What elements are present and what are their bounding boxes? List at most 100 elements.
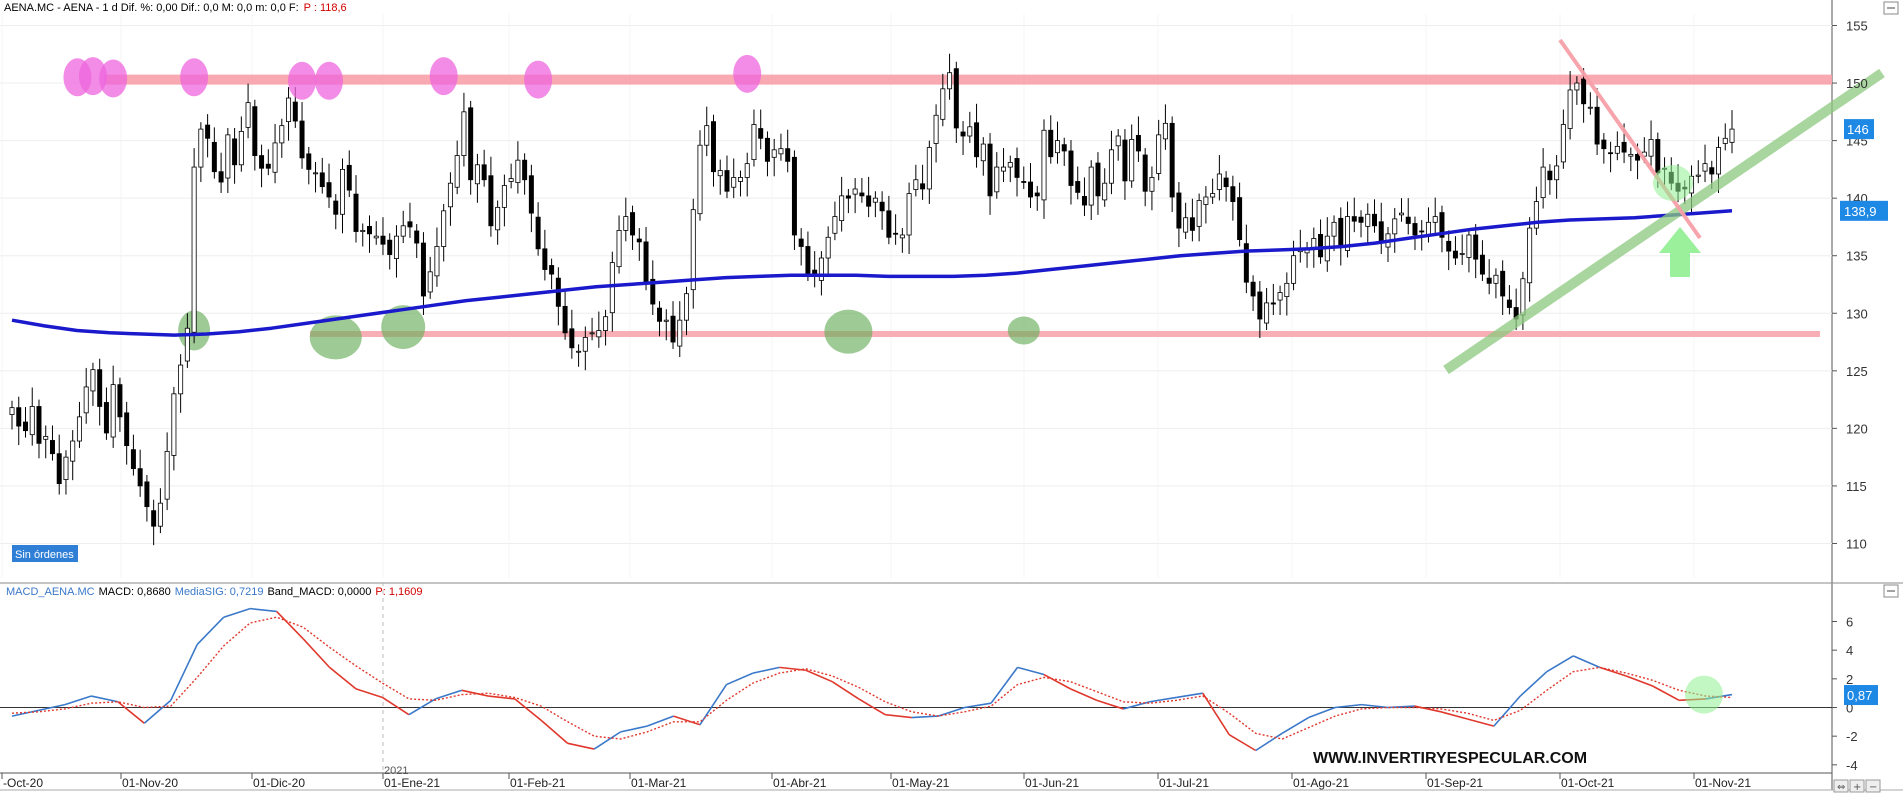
candle bbox=[1648, 120, 1654, 168]
candle-body bbox=[1635, 154, 1641, 161]
candle-body bbox=[670, 315, 676, 343]
candle bbox=[76, 401, 82, 448]
candle bbox=[1432, 197, 1438, 234]
candle bbox=[1351, 197, 1357, 233]
candle-body bbox=[1533, 201, 1539, 229]
candle-body bbox=[805, 246, 811, 275]
macd-segment bbox=[726, 672, 754, 686]
macd-segment bbox=[885, 713, 912, 719]
moving-average-layer bbox=[11, 209, 1733, 337]
candle-body bbox=[306, 153, 312, 170]
candle-body bbox=[1722, 137, 1728, 144]
candle-body bbox=[1028, 181, 1034, 198]
candle-body bbox=[704, 125, 710, 146]
candle-body bbox=[1162, 122, 1168, 140]
candle bbox=[980, 137, 986, 176]
candle-body bbox=[1506, 299, 1512, 308]
candle bbox=[1223, 171, 1229, 202]
candle bbox=[441, 203, 447, 262]
candle-body bbox=[1088, 166, 1094, 206]
candle bbox=[313, 161, 319, 193]
candle-body bbox=[1587, 106, 1593, 109]
candle bbox=[1479, 240, 1485, 282]
candle bbox=[967, 111, 973, 143]
candle bbox=[393, 225, 399, 278]
candle-body bbox=[1621, 141, 1627, 153]
candle bbox=[1614, 131, 1620, 161]
macd-segment bbox=[779, 666, 806, 672]
scroll-controls[interactable]: ⇔ + − bbox=[1833, 779, 1881, 793]
candle-body bbox=[29, 406, 35, 436]
candle bbox=[623, 197, 629, 242]
candle bbox=[468, 100, 474, 195]
candle bbox=[616, 215, 622, 274]
candle-body bbox=[1291, 255, 1297, 284]
candle-body bbox=[22, 421, 28, 432]
candle-body bbox=[1729, 128, 1735, 143]
date-tick-label: 01-Ago-21 bbox=[1293, 776, 1349, 790]
candle-body bbox=[764, 137, 770, 162]
top-touch-marker bbox=[429, 57, 458, 96]
candle bbox=[171, 386, 177, 471]
candle bbox=[670, 301, 676, 349]
orders-badge[interactable] bbox=[12, 545, 78, 562]
candle-body bbox=[468, 107, 474, 181]
candle-body bbox=[886, 210, 892, 238]
price-tick-label: 120 bbox=[1846, 421, 1868, 436]
candle bbox=[825, 226, 831, 278]
candle bbox=[306, 146, 312, 185]
candle bbox=[1398, 198, 1404, 222]
candle bbox=[960, 121, 966, 155]
candle-body bbox=[70, 440, 76, 462]
candle-body bbox=[380, 235, 386, 245]
candle-body bbox=[535, 216, 541, 250]
candle bbox=[899, 228, 905, 253]
candle bbox=[1257, 281, 1263, 339]
candle-body bbox=[1264, 302, 1270, 324]
candle-body bbox=[1446, 240, 1452, 252]
last-price-tag bbox=[1844, 119, 1874, 140]
candle-body bbox=[1237, 197, 1243, 240]
candle bbox=[110, 365, 116, 448]
candle bbox=[1722, 123, 1728, 151]
candle bbox=[609, 251, 615, 332]
candle bbox=[272, 123, 278, 184]
candle-body bbox=[414, 230, 420, 244]
macd-segment bbox=[488, 695, 515, 700]
candle-body bbox=[663, 319, 669, 322]
price-tick-label: 155 bbox=[1846, 19, 1868, 34]
candle-body bbox=[1479, 254, 1485, 275]
chart-header: AENA.MC - AENA - 1 d Dif. %: 0,00 Dif.: … bbox=[4, 2, 347, 14]
candle bbox=[380, 217, 386, 256]
macd-segment bbox=[805, 669, 833, 683]
candle bbox=[218, 152, 224, 193]
candle-body bbox=[1230, 186, 1236, 203]
candle-body bbox=[589, 332, 595, 335]
candle bbox=[987, 133, 993, 215]
candle bbox=[1284, 272, 1290, 316]
candle bbox=[117, 377, 123, 432]
macd-segment bbox=[382, 696, 410, 716]
candle-body bbox=[1702, 163, 1708, 172]
macd-segment bbox=[302, 638, 331, 668]
candle-body bbox=[1560, 124, 1566, 163]
candle bbox=[1081, 177, 1087, 217]
candle-body bbox=[43, 436, 49, 440]
candle bbox=[926, 140, 932, 204]
macd-segment bbox=[355, 688, 383, 699]
macd-segment bbox=[1123, 700, 1151, 710]
candle bbox=[340, 158, 346, 234]
candle bbox=[252, 99, 258, 171]
candle-body bbox=[360, 229, 366, 232]
candle bbox=[164, 432, 170, 511]
candle bbox=[1216, 155, 1222, 201]
macd-segment bbox=[858, 698, 886, 716]
candle bbox=[1196, 193, 1202, 242]
candle bbox=[684, 286, 690, 336]
candle-body bbox=[1122, 139, 1128, 182]
candle-body bbox=[1176, 192, 1182, 229]
candle-body bbox=[63, 456, 69, 480]
candle bbox=[1075, 166, 1081, 200]
orders-badge-label: Sin órdenes bbox=[15, 549, 74, 561]
candle bbox=[1189, 198, 1195, 242]
